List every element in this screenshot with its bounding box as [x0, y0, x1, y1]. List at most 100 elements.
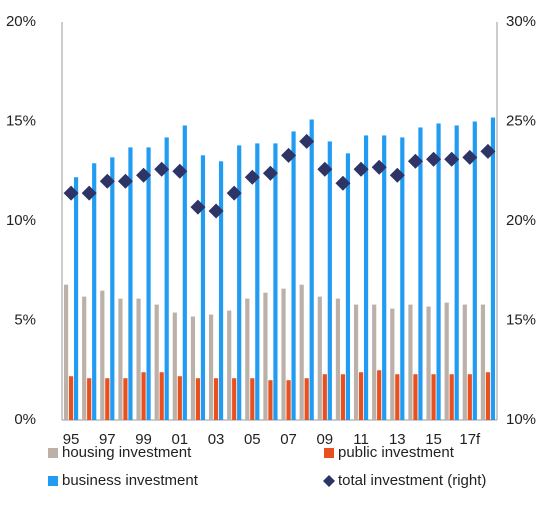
bar [87, 378, 92, 420]
bar [485, 372, 491, 420]
bar [462, 304, 467, 420]
bar [449, 374, 454, 420]
y-tick-label: 20% [6, 13, 36, 30]
bar [195, 378, 201, 420]
y2-tick-label: 20% [506, 212, 536, 229]
bar [213, 378, 219, 420]
diamond-marker [81, 185, 97, 201]
diamond-marker [407, 153, 423, 169]
x-tick-label: 95 [63, 431, 80, 448]
bar [190, 316, 196, 420]
bar [490, 117, 496, 421]
legend-label: business investment [62, 472, 199, 489]
bar [237, 145, 242, 420]
y2-tick-label: 15% [506, 311, 536, 328]
bar [245, 298, 250, 420]
bar [154, 304, 159, 420]
x-tick-label: 09 [316, 431, 333, 448]
diamond-marker [317, 161, 333, 177]
y-tick-label: 10% [6, 212, 36, 229]
x-tick-label: 05 [244, 431, 261, 448]
bar [444, 302, 449, 420]
bar [413, 374, 418, 420]
bar [128, 147, 133, 420]
legend-swatch [48, 476, 58, 486]
bar [208, 314, 214, 420]
bar [227, 310, 232, 420]
x-tick-label: 07 [280, 431, 297, 448]
bar [268, 380, 273, 420]
bar [255, 143, 260, 420]
bar [467, 374, 472, 420]
bar [358, 372, 364, 420]
bar [426, 306, 431, 420]
bar [340, 374, 346, 420]
bar [431, 374, 436, 420]
diamond-marker [63, 185, 79, 201]
legend-label: public investment [338, 444, 455, 461]
diamond-marker [208, 203, 224, 219]
bar [286, 380, 291, 420]
x-tick-label: 17f [459, 431, 481, 448]
bar [92, 163, 97, 421]
bar [395, 374, 400, 420]
diamond-marker [353, 161, 369, 177]
x-tick-label: 11 [353, 431, 369, 448]
bar [322, 374, 327, 420]
bar [372, 304, 377, 420]
bar [172, 312, 177, 420]
bar [110, 157, 115, 420]
bar [436, 123, 441, 421]
bar [472, 121, 477, 420]
diamond-marker [299, 133, 315, 149]
bar [263, 292, 268, 420]
y2-tick-label: 30% [506, 13, 536, 30]
bar [304, 378, 309, 420]
bar [345, 153, 351, 420]
bar [382, 135, 387, 420]
diamond-marker [335, 175, 351, 191]
diamond-marker [244, 169, 260, 185]
bar [232, 378, 237, 420]
bar [136, 298, 141, 420]
bar [182, 125, 187, 420]
bar [353, 304, 359, 420]
bar [123, 378, 128, 420]
bar [299, 284, 304, 420]
diamond-marker [389, 167, 405, 183]
bar [118, 298, 123, 420]
bar [63, 284, 69, 420]
bar [281, 288, 286, 420]
bar [105, 378, 110, 420]
bar [200, 155, 206, 420]
x-tick-label: 03 [208, 431, 225, 448]
diamond-marker [99, 173, 115, 189]
y2-tick-label: 25% [506, 112, 536, 129]
bar [418, 127, 423, 420]
diamond-marker [281, 147, 297, 163]
diamond-marker [444, 151, 460, 167]
bar [317, 296, 322, 420]
legend-swatch [48, 448, 58, 458]
x-tick-label: 15 [425, 431, 442, 448]
bar [335, 298, 341, 420]
legend-label: total investment (right) [338, 472, 486, 489]
bar [177, 376, 182, 420]
bar [454, 125, 459, 420]
y2-tick-label: 10% [506, 411, 536, 428]
bar [327, 141, 332, 420]
bar [291, 131, 296, 420]
bar [408, 304, 413, 420]
bar [377, 370, 382, 420]
legend-swatch [323, 475, 335, 487]
y-tick-label: 5% [14, 311, 36, 328]
legend-swatch [324, 448, 334, 458]
diamond-marker [172, 163, 188, 179]
diamond-marker [480, 143, 496, 159]
bar [309, 119, 314, 420]
bar [159, 372, 164, 420]
bar [400, 137, 405, 421]
diamond-marker [154, 161, 170, 177]
bar [218, 161, 224, 421]
